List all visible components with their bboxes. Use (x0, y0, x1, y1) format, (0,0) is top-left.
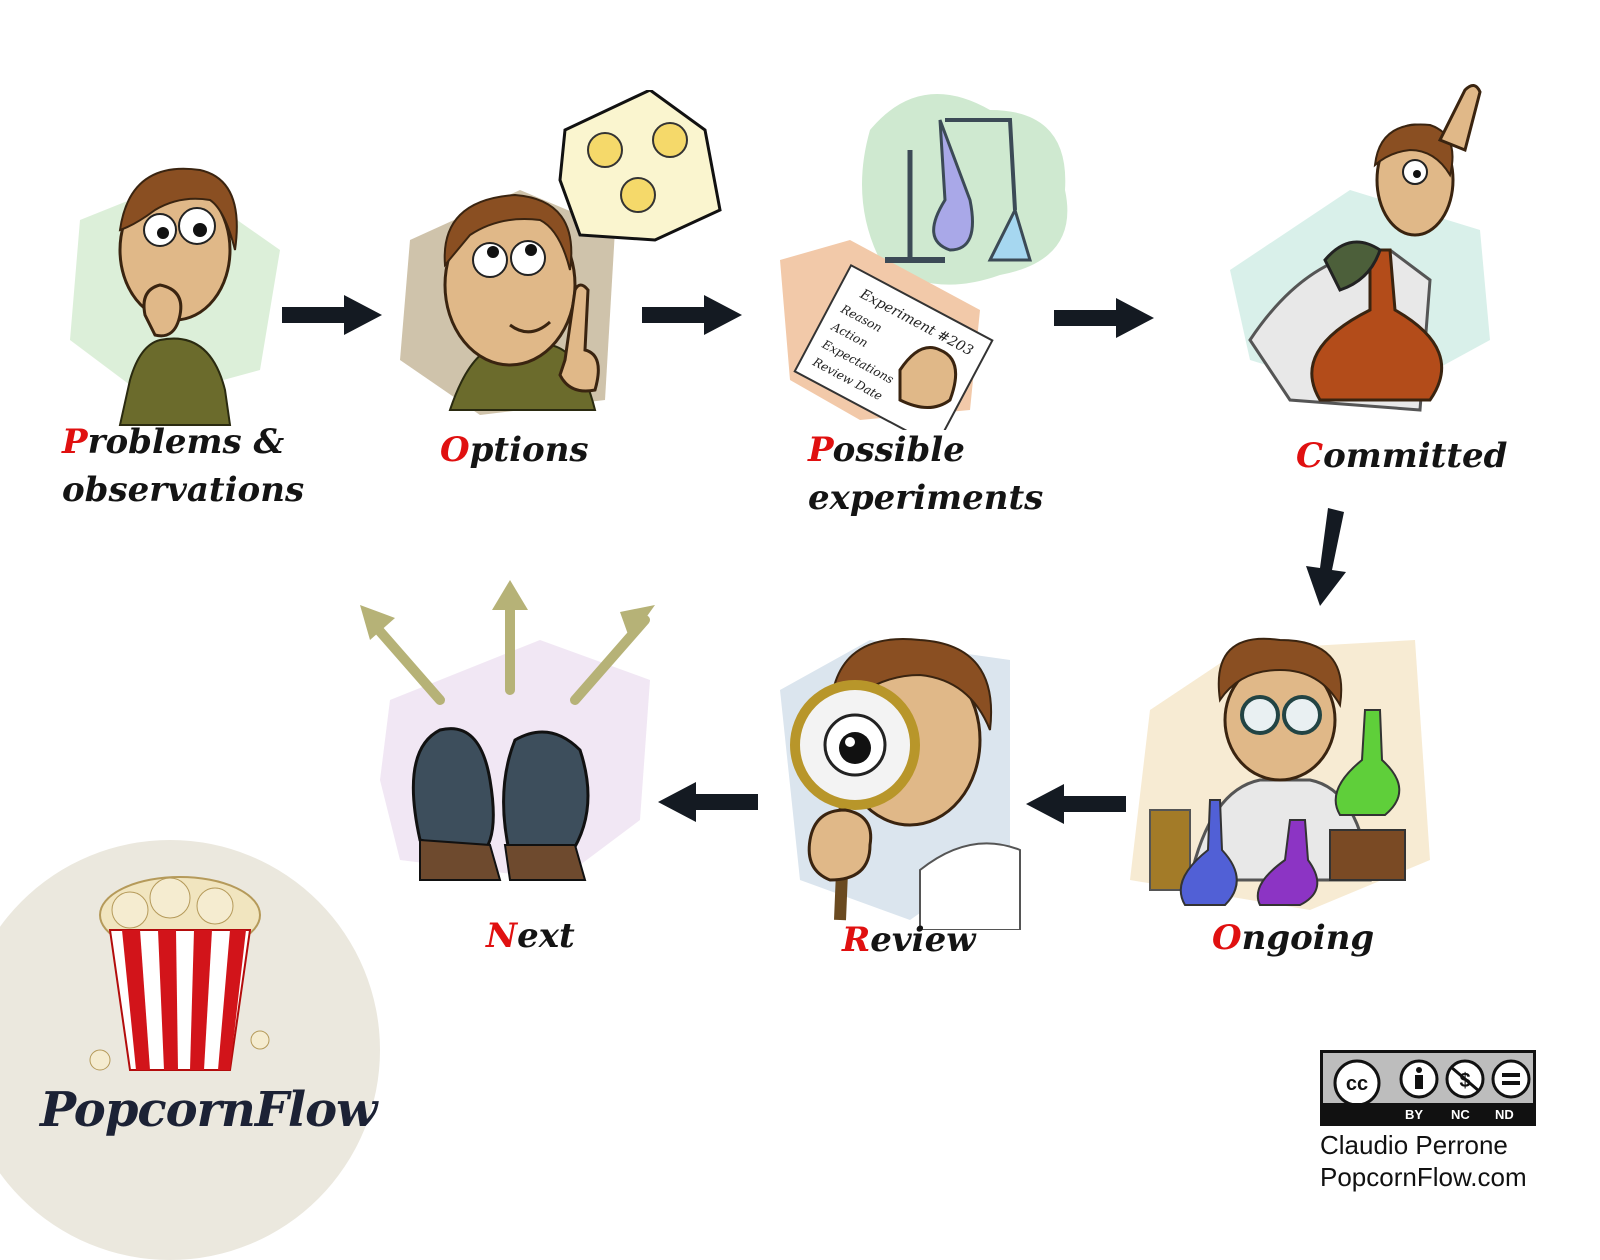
feet-options-icon (360, 580, 655, 881)
lightbulb-idea-icon (400, 88, 722, 415)
cc-term-by: BY (1405, 1107, 1424, 1122)
flow-arrow-1 (282, 295, 382, 335)
illustration-next (360, 580, 660, 910)
magnifying-glass-icon (780, 638, 1021, 931)
cc-term-nc: NC (1451, 1107, 1470, 1122)
step-label-review: Review (842, 920, 976, 960)
thinking-man-icon (70, 167, 280, 426)
flow-arrow-2 (642, 295, 742, 335)
cc-license-badge[interactable]: cc $ BY NC ND (1320, 1050, 1536, 1126)
credit-site[interactable]: PopcornFlow.com (1320, 1162, 1527, 1192)
svg-text:$: $ (1459, 1070, 1470, 1092)
cc-icons: cc $ (1333, 1059, 1531, 1107)
step-label-next: Next (486, 916, 575, 956)
mad-scientist-lab-icon (1130, 637, 1430, 910)
cc-term-nd: ND (1495, 1107, 1514, 1122)
step-label-problems: Problems & observations (62, 422, 305, 510)
illustration-review (770, 630, 1030, 931)
flow-arrow-5 (1026, 784, 1126, 824)
step-label-options: Options (440, 430, 589, 470)
nd-icon (1491, 1059, 1531, 1099)
flow-arrow-4 (1306, 508, 1346, 606)
flow-arrow-6 (658, 782, 758, 822)
illustration-committed (1230, 80, 1510, 430)
flow-arrow-3 (1054, 298, 1154, 338)
scientist-flask-icon (1230, 84, 1490, 412)
popcorn-icon (89, 876, 270, 1071)
step-label-committed: Committed (1296, 436, 1508, 476)
step-label-ongoing: Ongoing (1212, 918, 1375, 958)
cc-terms-bar: BY NC ND (1323, 1103, 1533, 1123)
illustration-options (400, 88, 730, 420)
illustration-possible-experiments: Experiment #203 Reason Action Expectatio… (770, 80, 1090, 448)
logo-text: PopcornFlow (40, 1082, 377, 1138)
experiment-flask-paper-icon: Experiment #203 Reason Action Expectatio… (780, 94, 1068, 448)
illustration-problems (60, 140, 290, 430)
cc-icon-text: cc (1346, 1073, 1368, 1095)
step-label-possible-experiments: Possible experiments (808, 430, 1044, 518)
illustration-ongoing (1130, 620, 1430, 920)
credit-author: Claudio Perrone (1320, 1130, 1508, 1160)
